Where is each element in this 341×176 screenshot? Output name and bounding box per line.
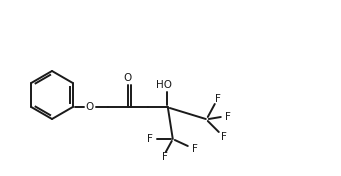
Text: HO: HO [156, 80, 172, 90]
Text: F: F [147, 134, 153, 144]
Text: F: F [215, 94, 221, 104]
Text: F: F [192, 144, 198, 154]
Text: O: O [86, 102, 94, 112]
Text: O: O [124, 73, 132, 83]
Text: F: F [221, 132, 227, 142]
Text: F: F [162, 152, 168, 162]
Text: F: F [225, 112, 231, 122]
